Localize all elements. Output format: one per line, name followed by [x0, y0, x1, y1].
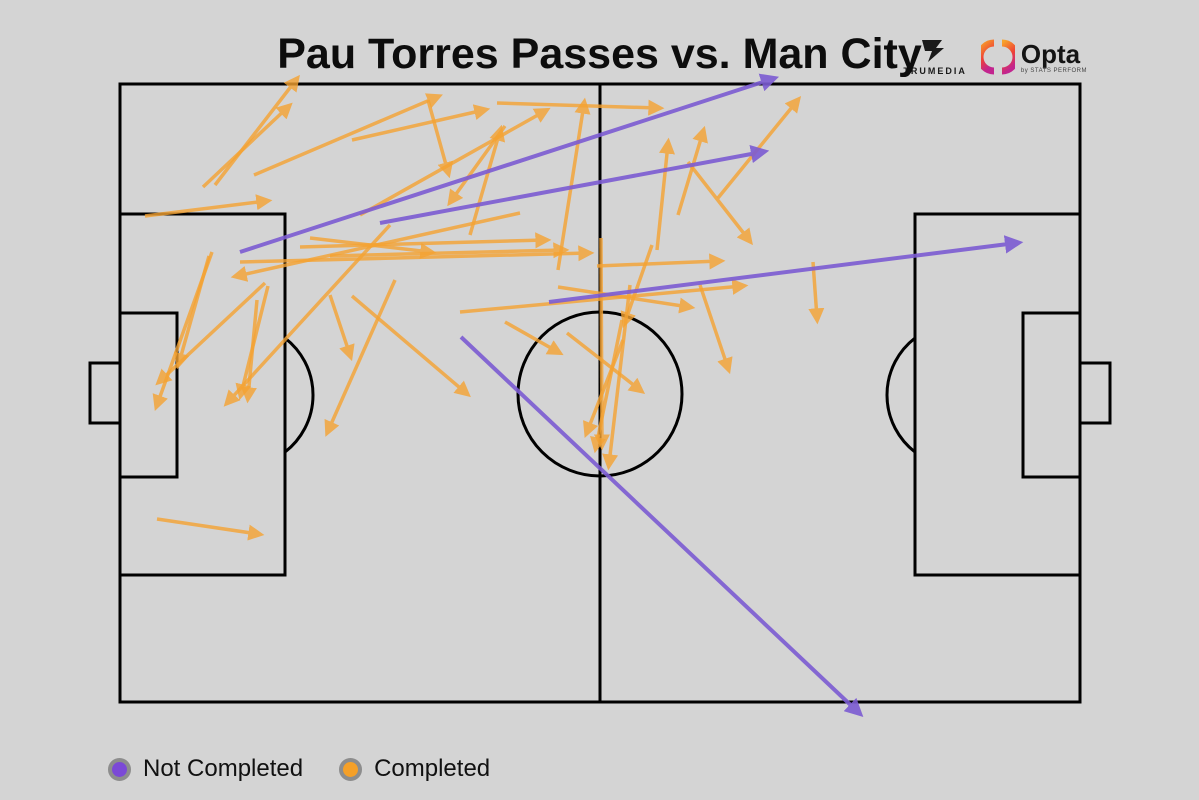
opta-sublabel: by STATS PERFORM — [1020, 67, 1087, 74]
pass-arrows-layer — [144, 73, 1024, 718]
opta-icon — [980, 39, 1015, 75]
pitch-markings — [88, 82, 1112, 704]
pass-arrow-completed[interactable] — [593, 237, 611, 451]
pass-arrow-completed[interactable] — [808, 261, 825, 325]
pass-arrow-not-completed[interactable] — [379, 144, 770, 225]
pass-arrow-completed[interactable] — [223, 223, 392, 407]
pass-arrow-completed[interactable] — [155, 281, 267, 386]
pass-arrow-completed[interactable] — [253, 93, 443, 177]
left-penalty-arc — [284, 336, 315, 454]
pass-arrow-completed[interactable] — [620, 244, 654, 329]
right-penalty-arc — [885, 336, 916, 454]
pass-arrow-not-completed[interactable] — [239, 73, 779, 254]
legend-label-not-completed: Not Completed — [143, 755, 304, 782]
pass-arrow-completed[interactable] — [144, 194, 273, 218]
legend: Not Completed Completed — [108, 755, 490, 783]
left-goal — [88, 361, 122, 425]
pass-arrow-completed[interactable] — [213, 74, 300, 187]
page-title: Pau Torres Passes vs. Man City — [277, 30, 922, 78]
pass-arrow-completed[interactable] — [230, 211, 521, 282]
opta-logo: Opta by STATS PERFORM — [980, 38, 1087, 76]
legend-label-completed: Completed — [374, 755, 491, 782]
trumedia-logo: TRUMEDIA — [903, 38, 967, 76]
completed-dot-icon — [339, 757, 363, 781]
pass-arrow-completed[interactable] — [676, 125, 708, 216]
pass-arrow-completed[interactable] — [468, 124, 506, 236]
pass-arrow-completed[interactable] — [686, 160, 753, 246]
pass-arrow-completed[interactable] — [351, 104, 491, 142]
legend-item-completed: Completed — [339, 755, 490, 783]
pass-arrow-completed[interactable] — [426, 99, 454, 179]
pass-arrow-completed[interactable] — [496, 99, 665, 116]
pass-arrow-completed[interactable] — [240, 299, 259, 404]
trumedia-label: TRUMEDIA — [903, 66, 967, 76]
right-penalty-area — [913, 212, 1082, 577]
pass-arrow-completed[interactable] — [504, 320, 564, 356]
pass-arrow-completed[interactable] — [201, 102, 293, 189]
trumedia-icon — [922, 40, 945, 62]
pass-arrow-completed[interactable] — [350, 294, 471, 398]
pass-arrow-completed[interactable] — [583, 339, 625, 438]
branding: TRUMEDIA Opta by STATS PERFORM — [903, 38, 1087, 76]
pass-arrow-completed[interactable] — [565, 331, 646, 394]
pass-arrow-completed[interactable] — [655, 137, 676, 251]
pass-arrow-completed[interactable] — [156, 517, 265, 541]
pass-arrow-completed[interactable] — [329, 242, 570, 259]
left-penalty-area — [118, 212, 287, 577]
right-goal-area — [1021, 311, 1082, 479]
left-goal-area — [118, 311, 179, 479]
pass-arrow-completed[interactable] — [698, 284, 733, 375]
pass-arrow-not-completed[interactable] — [548, 235, 1024, 304]
pass-arrow-completed[interactable] — [716, 96, 802, 200]
pass-arrow-completed[interactable] — [324, 279, 397, 437]
not-completed-dot-icon — [108, 757, 131, 781]
pass-arrow-completed[interactable] — [557, 285, 696, 314]
right-goal — [1078, 361, 1112, 425]
pass-arrow-completed[interactable] — [590, 319, 624, 454]
pass-arrow-completed[interactable] — [239, 245, 595, 264]
pass-arrow-completed[interactable] — [328, 294, 355, 362]
pass-arrow-not-completed[interactable] — [459, 335, 864, 718]
opta-label: Opta — [1020, 38, 1081, 69]
pass-arrow-completed[interactable] — [596, 253, 726, 270]
pass-arrow-completed[interactable] — [152, 251, 214, 412]
legend-item-not-completed: Not Completed — [108, 755, 303, 783]
